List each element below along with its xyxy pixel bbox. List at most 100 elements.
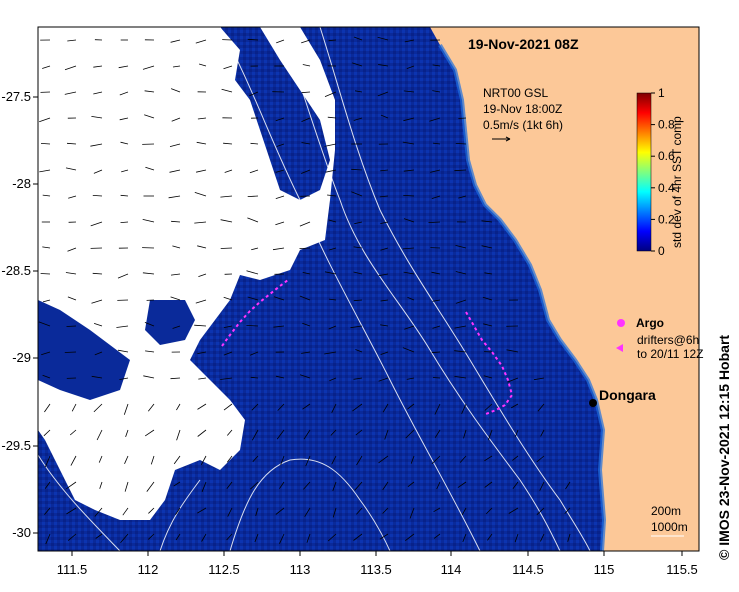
plot-frame [37,26,700,552]
current-vector [223,65,233,70]
current-vector [226,429,233,436]
current-vector [402,347,415,353]
current-vector [64,91,77,95]
current-vector [92,272,103,275]
current-vector [92,195,103,197]
current-vector [430,169,441,173]
current-vector [145,350,155,353]
current-vector [122,507,129,516]
current-vector [91,375,103,379]
colorbar-bar [636,92,652,252]
current-vector [277,403,285,411]
current-vector [117,273,129,279]
current-vector [410,455,415,464]
x-tick-label: 114 [441,562,462,577]
plot-area [38,27,699,551]
current-vector [564,507,571,514]
current-vector [144,429,155,437]
current-vector [324,143,337,147]
contour-label-200m: 200m [651,504,681,518]
current-vector [276,143,285,147]
current-vector [428,221,441,223]
current-vector [118,65,129,69]
current-vector [280,455,285,466]
current-vector [195,39,207,44]
current-vector [273,296,285,301]
current-vector [325,169,337,173]
current-vector [377,36,389,41]
current-vector [354,221,363,225]
current-vector [302,64,311,67]
current-vector [98,455,103,463]
current-vector [356,507,363,515]
current-vector [45,533,51,545]
current-vector [275,117,285,122]
drifters-label-line1: drifters@6h [637,333,699,347]
current-vector [254,533,259,543]
current-vector [119,91,129,96]
current-vector [539,481,545,491]
current-vector [198,63,207,67]
current-vector [454,169,467,172]
current-vector [432,142,441,145]
current-vector [378,273,389,277]
current-vector [255,507,259,517]
current-vector [403,195,415,197]
current-vector [378,377,389,382]
x-tick-label: 115.5 [666,562,698,577]
current-vector [350,325,363,329]
current-vector [540,429,545,437]
current-vector [432,377,441,379]
current-vector [43,429,51,437]
y-tick-label: -30 [12,525,31,540]
current-vector [353,36,363,41]
current-vector [247,296,259,301]
current-vector [249,169,259,174]
current-vector [431,195,441,199]
contour-label-1000m: 1000m [651,520,688,534]
current-vector [403,169,415,172]
place-label: Dongara [599,387,656,403]
current-vector [146,481,155,492]
current-vector [69,429,77,436]
current-vector [175,507,181,515]
current-vector [301,39,311,44]
current-vector [227,507,233,517]
current-vector [250,142,259,145]
current-vector [377,91,389,97]
place-marker [589,399,597,407]
current-vector [306,533,311,543]
colorbar-tick-label: 0.8 [658,118,675,132]
current-vector [458,117,467,119]
current-vector [327,194,337,197]
drifters-label-line2: to 20/11 12Z [637,347,704,361]
colorbar: 1 0.8 0.6 0.4 0.2 0 std dev of 4hr SST comp [636,86,684,258]
current-vector [354,90,363,93]
current-vector [201,533,207,542]
current-vector [379,195,389,198]
current-vector [432,325,441,329]
argo-label: Argo [636,316,664,330]
current-vector [226,455,233,463]
drifter-track-east [465,311,514,415]
current-vector [175,533,181,541]
current-vector [150,455,155,465]
current-vector [487,429,493,441]
current-vector [67,296,77,301]
current-vector [483,323,493,327]
current-vector [540,533,545,542]
current-vector [66,507,77,515]
current-vector [329,377,337,382]
current-vector [457,481,467,488]
current-vector [142,65,155,70]
current-vector [147,403,155,412]
current-vector [93,91,103,95]
current-vector [331,403,337,413]
current-vector [507,377,519,383]
current-vector [93,169,103,174]
current-vector [380,114,389,119]
current-vector [171,117,181,122]
current-vector [328,298,337,301]
current-vector [196,169,207,173]
current-vector [250,376,259,379]
